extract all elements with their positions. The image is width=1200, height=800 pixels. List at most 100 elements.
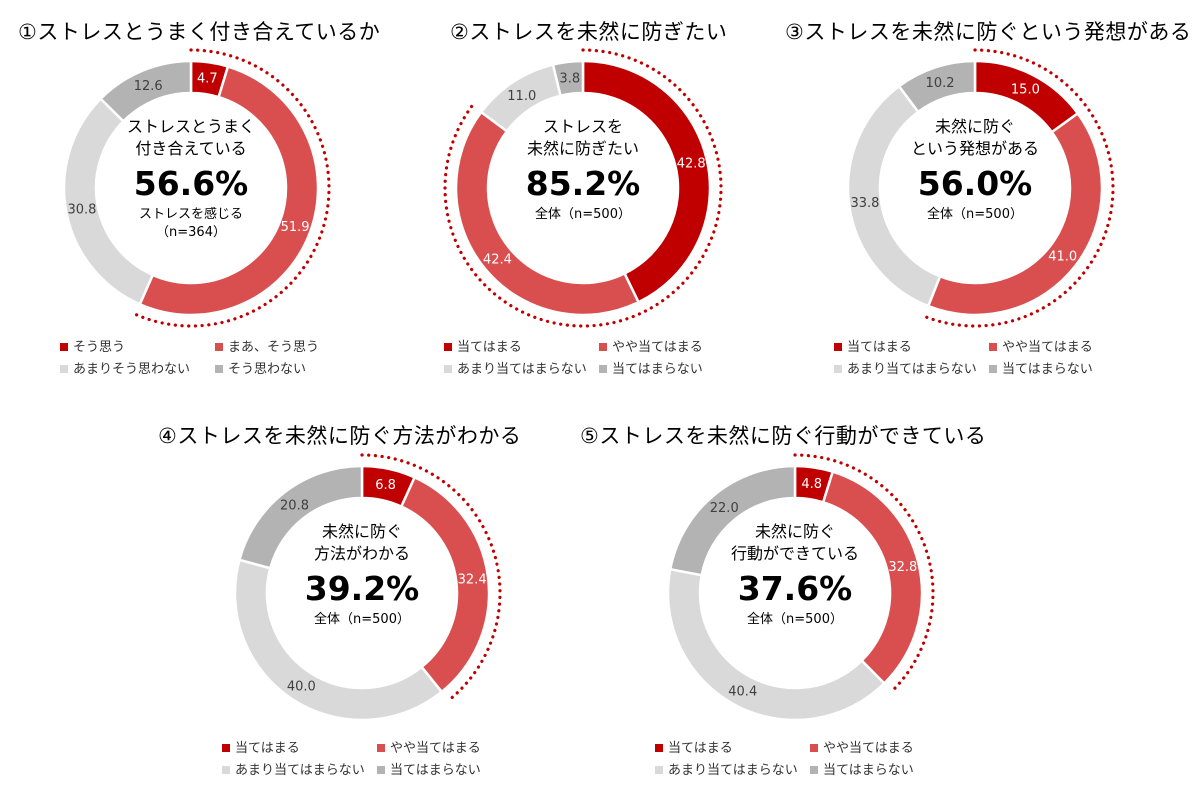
legend-item: そう思わない	[215, 358, 306, 377]
segment-value-label: 51.9	[281, 220, 310, 235]
segment-value-label: 33.8	[850, 196, 879, 211]
donut-center-text: ストレスを 未然に防ぎたい 85.2% 全体（n=500）	[493, 116, 673, 224]
segment-value-label: 20.8	[280, 498, 309, 513]
segment-value-label: 32.8	[888, 560, 917, 575]
chart-title: ⑤ストレスを未然に防ぐ行動ができている	[580, 424, 987, 448]
center-percentage: 39.2%	[304, 569, 420, 608]
center-base-line: 全体（n=500）	[747, 612, 843, 627]
legend-swatch	[377, 765, 385, 774]
legend-item: やや当てはまる	[599, 336, 703, 355]
legend-label: やや当てはまる	[823, 741, 914, 756]
donut-center-text: ストレスとうまく 付き合えている 56.6% ストレスを感じる （n=364）	[101, 116, 281, 242]
legend-swatch	[655, 765, 663, 774]
center-base-line: 全体（n=500）	[927, 207, 1023, 222]
center-label-line: ストレスを	[542, 117, 623, 136]
legend-swatch	[989, 342, 997, 351]
legend-label: 当てはまる	[668, 741, 733, 756]
donut-segment	[551, 59, 585, 98]
segment-value-label: 22.0	[710, 501, 739, 516]
legend-item: まあ、そう思う	[215, 336, 319, 355]
legend-label: やや当てはまる	[1002, 340, 1093, 355]
legend-swatch	[215, 342, 223, 351]
segment-value-label: 32.4	[458, 573, 487, 588]
highlight-dotted-arc	[793, 453, 935, 693]
segment-value-label: 40.4	[728, 684, 757, 699]
legend-label: そう思う	[73, 340, 126, 355]
legend-item: 当てはまる	[655, 737, 733, 756]
chart-title: ②ストレスを未然に防ぎたい	[450, 20, 728, 44]
segment-value-label: 15.0	[1011, 83, 1040, 98]
legend-label: 当てはまる	[847, 340, 912, 355]
legend-item: 当てはまる	[834, 336, 912, 355]
highlight-dotted-arc	[922, 48, 1115, 328]
legend-label: 当てはまらない	[823, 763, 914, 778]
donut-segment	[98, 59, 193, 124]
legend-label: あまり当てはまらない	[847, 362, 977, 377]
segment-value-label: 42.8	[677, 157, 706, 172]
chart-title: ④ストレスを未然に防ぐ方法がわかる	[158, 424, 522, 448]
segment-value-label: 12.6	[134, 79, 163, 94]
donut-segment	[666, 567, 887, 722]
legend-label: 当てはまる	[235, 741, 300, 756]
legend-item: 当てはまる	[444, 336, 522, 355]
center-label-line: 未然に防ぐ	[321, 522, 402, 541]
legend-label: そう思わない	[228, 362, 307, 377]
legend-item: 当てはまらない	[810, 759, 914, 778]
donut-segment	[237, 464, 364, 570]
legend-swatch	[834, 342, 842, 351]
legend-label: 当てはまらない	[612, 362, 703, 377]
legend-swatch	[599, 342, 607, 351]
legend-item: やや当てはまる	[810, 737, 914, 756]
legend-item: あまり当てはまらない	[222, 759, 365, 778]
legend-label: やや当てはまる	[612, 340, 703, 355]
legend-swatch	[834, 364, 842, 373]
legend-swatch	[444, 364, 452, 373]
center-base-line: （n=364）	[156, 225, 226, 240]
center-base-line: 全体（n=500）	[314, 612, 410, 627]
donut-center-text: 未然に防ぐ 行動ができている 37.6% 全体（n=500）	[705, 521, 885, 629]
donut-segment	[668, 464, 797, 577]
legend-label: 当てはまらない	[1002, 362, 1093, 377]
legend-swatch	[60, 364, 68, 373]
segment-value-label: 4.7	[197, 72, 218, 87]
legend-swatch	[222, 743, 230, 752]
donut-chart: 4.8 32.8 40.4 22.0	[666, 453, 935, 722]
donut-segment	[897, 59, 977, 114]
segment-value-label: 10.2	[926, 76, 955, 91]
donut-chart: 42.8 42.4 11.0 3.8	[443, 48, 723, 328]
legend-swatch	[377, 743, 385, 752]
center-label-line: という発想がある	[910, 139, 1039, 158]
legend-item: あまり当てはまらない	[655, 759, 798, 778]
center-label-line: 未然に防ぐ	[934, 117, 1015, 136]
legend-swatch	[599, 364, 607, 373]
segment-value-label: 42.4	[483, 252, 512, 267]
legend-label: あまり当てはまらない	[668, 763, 798, 778]
legend-swatch	[222, 765, 230, 774]
highlight-dotted-arc	[133, 48, 331, 328]
donut-segment	[581, 59, 712, 304]
legend-swatch	[215, 364, 223, 373]
legend-label: 当てはまる	[457, 340, 522, 355]
center-label-line: ストレスとうまく	[126, 117, 255, 136]
legend-swatch	[655, 743, 663, 752]
segment-value-label: 4.8	[801, 477, 822, 492]
legend-item: あまり当てはまらない	[444, 358, 587, 377]
center-base-line: 全体（n=500）	[535, 207, 631, 222]
donut-chart: 6.8 32.4 40.0 20.8	[233, 453, 502, 722]
segment-value-label: 3.8	[559, 71, 580, 86]
segment-value-label: 41.0	[1048, 250, 1077, 265]
chart-title: ①ストレスとうまく付き合えているか	[18, 20, 381, 44]
center-label-line: 未然に防ぎたい	[526, 139, 639, 158]
legend-label: あまり当てはまらない	[235, 763, 365, 778]
segment-value-label: 40.0	[287, 679, 316, 694]
legend-item: そう思う	[60, 336, 125, 355]
center-label-line: 行動ができている	[730, 544, 859, 563]
highlight-dotted-arc	[443, 48, 723, 328]
legend-label: やや当てはまる	[390, 741, 481, 756]
segment-value-label: 30.8	[67, 202, 96, 217]
legend-label: あまり当てはまらない	[457, 362, 587, 377]
donut-chart: 4.7 51.9 30.8 12.6	[62, 48, 331, 328]
legend-label: まあ、そう思う	[228, 340, 320, 355]
center-percentage: 37.6%	[737, 569, 853, 608]
legend-item: やや当てはまる	[989, 336, 1093, 355]
